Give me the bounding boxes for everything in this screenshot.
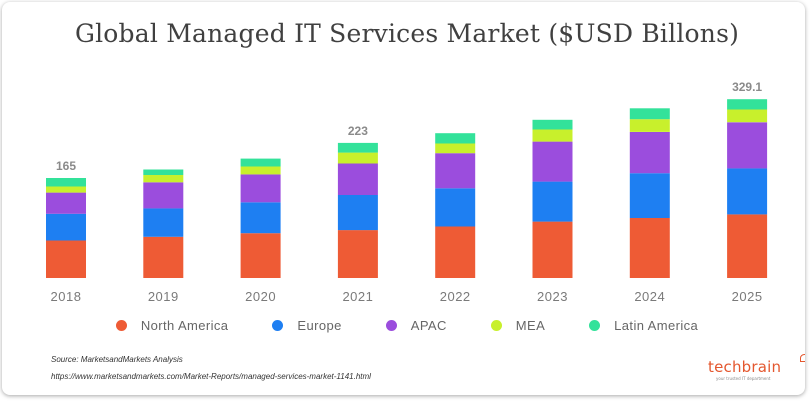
bar-segment-europe-2024[interactable] [629, 173, 670, 218]
chart-plot: 2018 2019 2020 2021 2022 2023 2024 2025 165 223 3… [46, 80, 768, 304]
bar-segment-latin-america-2018[interactable] [46, 178, 86, 187]
bar-segment-latin-america-2020[interactable] [240, 158, 281, 167]
legend: North America Europe APAC MEA Latin Amer… [2, 318, 805, 333]
bar-segment-apac-2023[interactable] [532, 141, 573, 182]
x-tick-label-2020: 2020 [245, 289, 276, 304]
bar-segment-latin-america-2021[interactable] [337, 142, 378, 153]
legend-marker-north-america [115, 320, 127, 331]
bar-segment-mea-2024[interactable] [629, 119, 670, 132]
bar-segment-latin-america-2023[interactable] [532, 119, 573, 130]
bar-segment-north-america-2022[interactable] [435, 226, 476, 279]
bar-segment-apac-2018[interactable] [46, 192, 86, 214]
source-note: Source: MarketsandMarkets Analysis [51, 355, 183, 364]
bar-segment-europe-2025[interactable] [727, 168, 768, 215]
bar-segment-latin-america-2024[interactable] [629, 108, 670, 120]
legend-marker-apac [385, 320, 397, 331]
bar-segment-europe-2021[interactable] [337, 195, 378, 231]
chart-title: Global Managed IT Services Market ($USD … [74, 19, 740, 48]
bar-segment-latin-america-2022[interactable] [435, 133, 476, 144]
legend-item-north-america[interactable]: North America [115, 318, 229, 333]
bar-segment-mea-2022[interactable] [435, 143, 476, 154]
bar-segment-apac-2021[interactable] [337, 163, 378, 196]
bar-segment-europe-2023[interactable] [532, 181, 573, 222]
bar-segment-north-america-2020[interactable] [240, 233, 281, 278]
total-label-2025: 329.1 [732, 80, 762, 94]
chart-card: Global Managed IT Services Market ($USD … [2, 2, 805, 395]
legend-label-latin-america: Latin America [614, 318, 699, 333]
legend-marker-latin-america [589, 320, 601, 331]
legend-label-north-america: North America [140, 318, 229, 333]
legend-item-europe[interactable]: Europe [272, 318, 341, 333]
bar-segment-europe-2018[interactable] [46, 213, 86, 241]
bar-segment-europe-2020[interactable] [240, 202, 281, 234]
bar-segment-mea-2018[interactable] [46, 186, 86, 193]
bar-segment-apac-2020[interactable] [240, 174, 281, 203]
bar-segment-latin-america-2019[interactable] [143, 169, 184, 176]
bar-segment-apac-2019[interactable] [143, 182, 184, 209]
bar-segment-north-america-2025[interactable] [727, 214, 768, 278]
legend-label-mea: MEA [515, 318, 546, 333]
legend-item-latin-america[interactable]: Latin America [589, 318, 698, 333]
bar-segment-apac-2022[interactable] [435, 153, 476, 189]
x-tick-label-2024: 2024 [634, 289, 665, 304]
x-tick-label-2022: 2022 [440, 289, 471, 304]
bar-segment-mea-2020[interactable] [240, 166, 281, 175]
x-tick-label-2021: 2021 [342, 289, 373, 304]
bar-segment-mea-2021[interactable] [337, 152, 378, 164]
bar-segment-mea-2023[interactable] [532, 129, 573, 142]
total-label-2021: 223 [348, 124, 368, 138]
bar-segment-north-america-2018[interactable] [46, 240, 86, 278]
legend-item-mea[interactable]: MEA [490, 318, 546, 333]
total-labels: 165 223 329.1 [56, 80, 762, 173]
bar-segment-europe-2022[interactable] [435, 188, 476, 227]
techbrain-logo: techbrain your trusted IT department [708, 354, 805, 381]
bar-segment-north-america-2019[interactable] [143, 236, 184, 278]
bar-segment-mea-2025[interactable] [727, 109, 768, 123]
legend-label-apac: APAC [410, 318, 447, 333]
x-tick-label-2018: 2018 [51, 289, 82, 304]
legend-marker-mea [490, 320, 502, 331]
bar-segment-europe-2019[interactable] [143, 208, 184, 237]
chat-bubble-icon [800, 354, 805, 362]
bar-segment-apac-2025[interactable] [727, 122, 768, 169]
bar-segment-north-america-2023[interactable] [532, 221, 573, 278]
source-url[interactable]: https://www.marketsandmarkets.com/Market… [51, 372, 371, 381]
bar-segment-mea-2019[interactable] [143, 175, 184, 183]
bar-segment-apac-2024[interactable] [629, 132, 670, 174]
bar-segment-north-america-2021[interactable] [337, 230, 378, 278]
x-axis-labels: 2018 2019 2020 2021 2022 2023 2024 2025 [51, 289, 763, 304]
x-tick-label-2025: 2025 [732, 289, 763, 304]
total-label-2018: 165 [56, 159, 76, 173]
x-tick-label-2023: 2023 [537, 289, 568, 304]
logo-name: techbrain [708, 358, 782, 376]
legend-item-apac[interactable]: APAC [385, 318, 447, 333]
bar-segment-north-america-2024[interactable] [629, 218, 670, 278]
x-tick-label-2019: 2019 [148, 289, 179, 304]
bar-segment-latin-america-2025[interactable] [727, 99, 768, 110]
bars-group [46, 99, 768, 279]
legend-label-europe: Europe [297, 318, 342, 333]
logo-tagline: your trusted IT department [716, 376, 771, 381]
legend-marker-europe [272, 320, 284, 331]
